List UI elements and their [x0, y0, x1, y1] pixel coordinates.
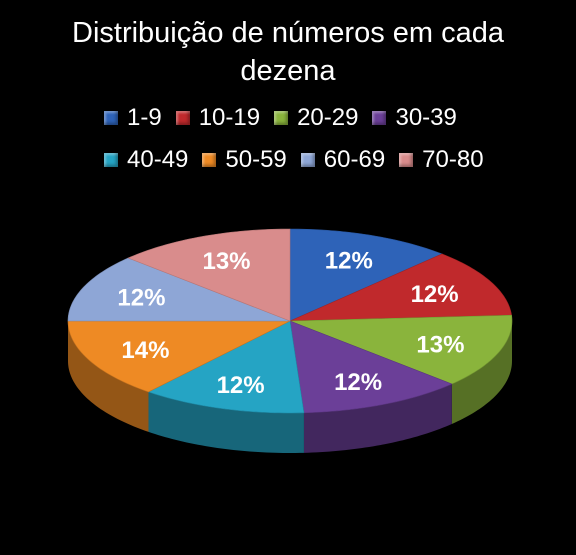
legend-label: 10-19 — [198, 104, 261, 131]
legend-swatch — [274, 111, 289, 125]
legend-swatch — [399, 153, 414, 167]
pie-slice-10-19 — [289, 253, 512, 322]
legend-item-30-39: 30-39 — [372, 104, 457, 132]
pie-slice-20-29 — [289, 314, 513, 385]
legend-row-1: 1-9 10-19 20-29 30-39 — [104, 104, 471, 132]
pie-side-50-59 — [68, 321, 149, 432]
chart-title-line-1: Distribuição de números em cada — [72, 17, 504, 49]
pie-slice-1-9 — [289, 228, 443, 322]
legend-swatch — [175, 111, 190, 125]
pie-side-20-29 — [451, 321, 512, 424]
pie-3d-sides — [68, 321, 512, 453]
legend-label: 30-39 — [395, 104, 457, 131]
legend-swatch — [372, 111, 387, 125]
data-label-1-9: 12% — [325, 247, 373, 274]
legend-label: 60-69 — [323, 146, 386, 173]
legend-item-70-80: 70-80 — [399, 146, 484, 174]
data-label-70-80: 13% — [202, 248, 250, 275]
data-label-40-49: 12% — [217, 372, 265, 399]
legend-label: 40-49 — [127, 146, 189, 173]
legend-item-50-59: 50-59 — [202, 146, 287, 174]
legend-swatch — [104, 111, 118, 125]
legend-label: 50-59 — [225, 146, 287, 173]
data-label-50-59: 14% — [121, 337, 169, 364]
legend-item-60-69: 60-69 — [300, 146, 386, 174]
legend-item-10-19: 10-19 — [175, 104, 261, 132]
data-label-10-19: 12% — [411, 281, 459, 308]
data-label-20-29: 13% — [416, 331, 464, 358]
legend-item-1-9: 1-9 — [104, 104, 162, 132]
pie-side-40-49 — [148, 391, 304, 453]
pie-slice-50-59 — [67, 320, 291, 393]
data-label-60-69: 12% — [117, 285, 165, 312]
legend-item-20-29: 20-29 — [274, 104, 358, 132]
pie-slice-40-49 — [147, 320, 305, 414]
legend-label: 70-80 — [422, 146, 484, 173]
pie-slice-70-80 — [127, 228, 291, 322]
pie-data-labels: 12% 12% 13% 12% 12% 14% 12% 13% — [117, 247, 464, 399]
legend-item-40-49: 40-49 — [104, 146, 188, 174]
pie-side-30-39 — [303, 383, 452, 453]
legend-swatch — [300, 153, 315, 167]
legend-swatch — [202, 153, 217, 167]
pie-slices — [67, 228, 513, 414]
pie-slice-30-39 — [289, 320, 453, 414]
legend-label: 1-9 — [127, 104, 162, 131]
legend-row-2: 40-49 50-59 60-69 70-80 — [104, 146, 498, 174]
pie-slice-60-69 — [67, 257, 291, 322]
chart-title-line-2: dezena — [240, 55, 336, 87]
data-label-30-39: 12% — [334, 369, 382, 396]
chart-title: Distribuição de números em cada dezena — [0, 14, 576, 90]
legend-label: 20-29 — [297, 104, 359, 131]
legend-swatch — [104, 153, 118, 167]
